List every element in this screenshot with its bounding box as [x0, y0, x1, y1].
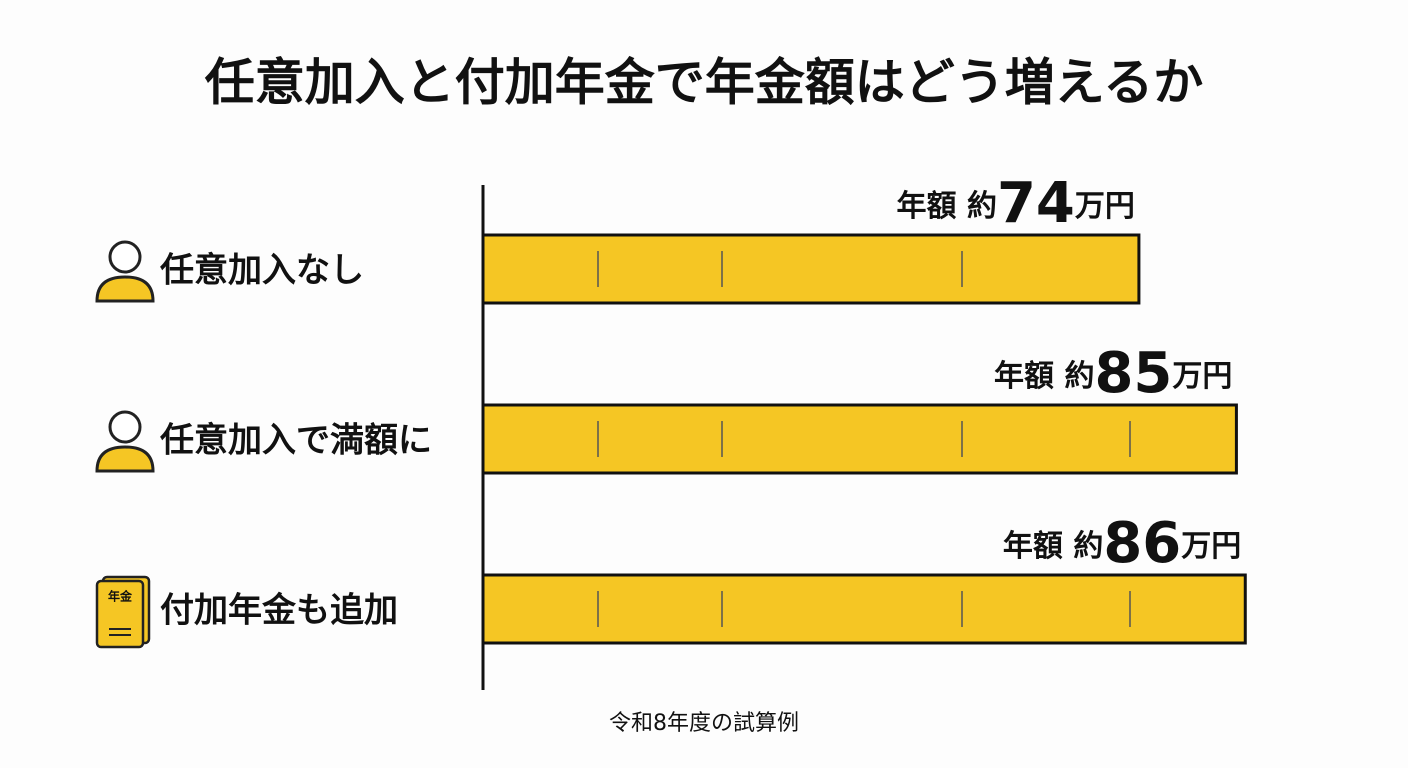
note: 令和8年度の試算例: [609, 711, 799, 736]
value-label: 年額 約85万円: [994, 341, 1232, 406]
category-label: 付加年金も追加: [160, 591, 398, 631]
book-icon: [95, 579, 145, 649]
person-icon-head: [108, 240, 142, 274]
value-label: 年額 約74万円: [897, 171, 1135, 236]
category-label: 任意加入で満額に: [160, 421, 432, 461]
bar: [481, 403, 1238, 475]
value-label: 年額 約86万円: [1003, 511, 1241, 576]
book-icon-label: 年金: [108, 589, 133, 604]
chart-title: 任意加入と付加年金で年金額はどう増えるか: [205, 54, 1204, 112]
person-icon-head: [108, 410, 142, 444]
category-label: 任意加入なし: [160, 251, 364, 291]
person-icon-body: [95, 445, 155, 473]
bar: [481, 573, 1247, 645]
person-icon-body: [95, 275, 155, 303]
bar: [481, 233, 1141, 305]
